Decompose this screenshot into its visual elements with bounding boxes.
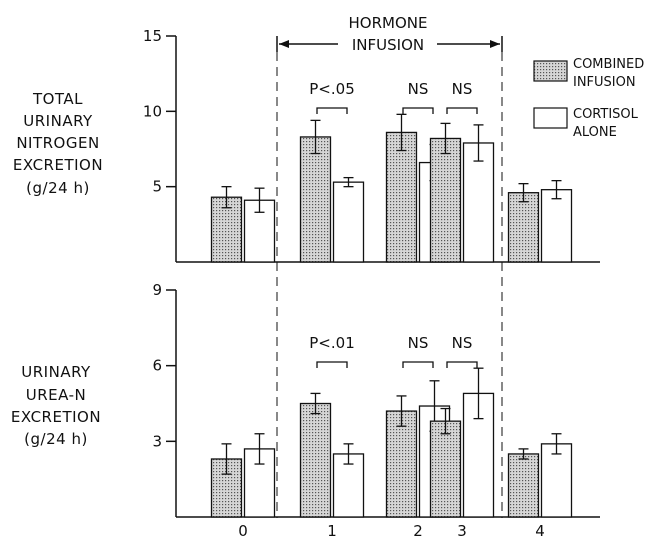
bar-combined <box>507 453 540 518</box>
significance-bracket <box>316 361 348 368</box>
x-tick-label: 0 <box>238 522 248 540</box>
y-tick-label: 10 <box>143 102 162 120</box>
bar-combined <box>299 136 332 263</box>
chart-panel: 3 6 9 P<.01 NS NS 0 1 2 3 4 <box>152 281 600 540</box>
arrowhead-left-icon <box>279 40 289 48</box>
chart-panel: 5 10 15 P<.05 NS NS <box>143 27 600 263</box>
significance-label: P<.01 <box>309 334 354 352</box>
bar-cortisol <box>540 443 573 518</box>
infusion-label-line: HORMONE <box>349 14 428 32</box>
infusion-label-line: INFUSION <box>352 36 424 54</box>
bar-combined <box>429 420 462 518</box>
legend-swatch-combined <box>533 60 568 82</box>
legend-label-line: COMBINED <box>573 57 644 72</box>
top-ylabel: TOTAL URINARY NITROGEN EXCRETION (g/24 h… <box>13 90 103 197</box>
top-ylabel-line: TOTAL <box>32 90 83 108</box>
bottom-ylabel-line: UREA-N <box>26 386 86 404</box>
significance-bracket <box>316 107 348 114</box>
significance-label: NS <box>452 80 473 98</box>
significance-bracket <box>402 107 434 114</box>
x-tick-label: 2 <box>413 522 423 540</box>
significance-bracket <box>446 361 478 368</box>
bottom-ylabel-line: (g/24 h) <box>24 430 88 448</box>
bar-cortisol <box>540 189 573 263</box>
bottom-ylabel-line: EXCRETION <box>11 408 101 426</box>
y-tick-label: 15 <box>143 27 162 45</box>
top-ylabel-line: (g/24 h) <box>26 179 90 197</box>
legend-label-line: INFUSION <box>573 75 636 90</box>
significance-bracket <box>446 107 478 114</box>
y-tick-label: 6 <box>152 357 162 375</box>
bar-combined <box>507 192 540 263</box>
bar-combined <box>429 137 462 263</box>
significance-label: NS <box>452 334 473 352</box>
bar-cortisol <box>332 181 365 263</box>
y-tick-label: 5 <box>152 178 162 196</box>
x-tick-label: 4 <box>535 522 545 540</box>
top-ylabel-line: URINARY <box>23 112 93 130</box>
y-tick-label: 3 <box>152 432 162 450</box>
significance-label: NS <box>408 80 429 98</box>
significance-bracket <box>402 361 434 368</box>
infusion-annotation: HORMONE INFUSION <box>276 14 503 518</box>
significance-label: P<.05 <box>309 80 354 98</box>
legend-swatch-cortisol <box>533 107 568 129</box>
y-tick-label: 9 <box>152 281 162 299</box>
x-tick-label: 3 <box>457 522 467 540</box>
legend-label-line: ALONE <box>573 125 617 140</box>
panels: 5 10 15 P<.05 NS NS 3 6 9 P<.01 NS NS 0 1 2 3 4 <box>143 27 600 540</box>
bottom-ylabel: URINARY UREA-N EXCRETION (g/24 h) <box>11 363 101 448</box>
significance-label: NS <box>408 334 429 352</box>
top-ylabel-line: EXCRETION <box>13 156 103 174</box>
x-tick-label: 1 <box>327 522 337 540</box>
bottom-ylabel-line: URINARY <box>21 363 91 381</box>
top-ylabel-line: NITROGEN <box>16 134 99 152</box>
arrowhead-right-icon <box>490 40 500 48</box>
legend-label-line: CORTISOL <box>573 107 639 122</box>
bar-combined <box>299 402 332 518</box>
bar-combined <box>385 410 418 518</box>
bar-combined <box>385 131 418 263</box>
legend: COMBINED INFUSION CORTISOL ALONE <box>533 57 644 140</box>
